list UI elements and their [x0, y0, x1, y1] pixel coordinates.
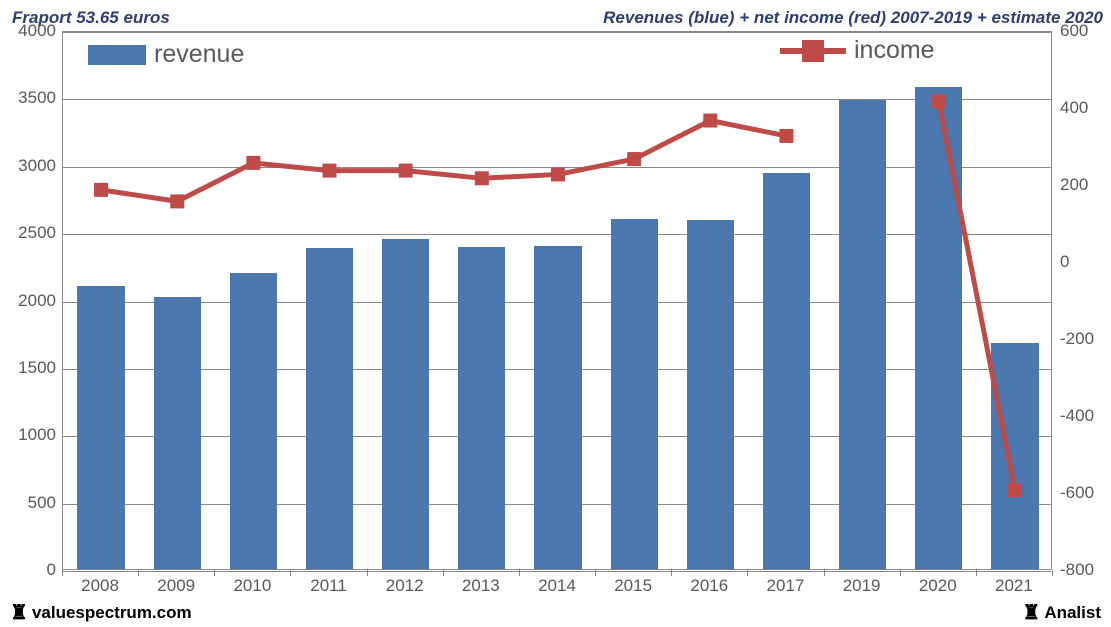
x-tick-label: 2017 — [767, 576, 805, 596]
footer: ♜ valuespectrum.com ♜ Analist — [0, 600, 1111, 627]
rook-icon: ♜ — [10, 600, 28, 625]
footer-right: ♜ Analist — [1022, 600, 1101, 625]
x-tick — [900, 570, 901, 576]
x-tick — [62, 570, 63, 576]
y-right-tick-label: -600 — [1060, 483, 1094, 503]
y-right-tick-label: 400 — [1060, 98, 1088, 118]
income-line-path — [101, 101, 1015, 490]
x-tick — [290, 570, 291, 576]
x-tick — [367, 570, 368, 576]
x-tick-label: 2011 — [310, 576, 347, 596]
x-tick-label: 2008 — [81, 576, 119, 596]
x-tick-label: 2014 — [538, 576, 576, 596]
plot-area — [62, 31, 1052, 570]
header-right: Revenues (blue) + net income (red) 2007-… — [603, 8, 1103, 28]
chart-container: Fraport 53.65 euros Revenues (blue) + ne… — [0, 0, 1111, 627]
y-right-tick-label: -800 — [1060, 560, 1094, 580]
x-tick-label: 2013 — [462, 576, 500, 596]
x-tick-label: 2010 — [233, 576, 271, 596]
x-tick — [824, 570, 825, 576]
legend-revenue: revenue — [88, 40, 244, 69]
x-tick — [1052, 570, 1053, 576]
income-marker — [246, 156, 260, 170]
x-tick-label: 2019 — [843, 576, 881, 596]
x-tick-label: 2015 — [614, 576, 652, 596]
income-marker — [94, 183, 108, 197]
x-tick — [976, 570, 977, 576]
x-tick — [138, 570, 139, 576]
x-tick — [595, 570, 596, 576]
y-right-tick-label: 600 — [1060, 21, 1088, 41]
x-tick — [443, 570, 444, 576]
x-tick — [214, 570, 215, 576]
y-left-tick-label: 0 — [47, 560, 56, 580]
income-marker — [399, 164, 413, 178]
x-tick-label: 2016 — [690, 576, 728, 596]
income-line — [63, 32, 1051, 569]
x-tick-label: 2020 — [919, 576, 957, 596]
x-tick-label: 2009 — [157, 576, 195, 596]
y-left-tick-label: 2000 — [18, 291, 56, 311]
legend-income: income — [780, 36, 935, 65]
income-marker — [170, 194, 184, 208]
income-marker — [1008, 483, 1022, 497]
legend-revenue-swatch — [88, 45, 146, 65]
x-tick-label: 2021 — [995, 576, 1033, 596]
x-tick — [671, 570, 672, 576]
y-right-tick-label: 200 — [1060, 175, 1088, 195]
income-marker — [932, 94, 946, 108]
y-right-tick-label: -400 — [1060, 406, 1094, 426]
legend-income-swatch — [780, 40, 846, 62]
y-left-tick-label: 2500 — [18, 223, 56, 243]
income-marker — [323, 164, 337, 178]
footer-left: ♜ valuespectrum.com — [10, 600, 192, 625]
y-left-tick-label: 3500 — [18, 88, 56, 108]
x-tick — [519, 570, 520, 576]
legend-income-label: income — [854, 36, 935, 65]
income-marker — [779, 129, 793, 143]
y-left-tick-label: 3000 — [18, 156, 56, 176]
rook-icon: ♜ — [1022, 600, 1040, 625]
income-marker — [475, 171, 489, 185]
income-marker — [627, 152, 641, 166]
chart-header: Fraport 53.65 euros Revenues (blue) + ne… — [0, 0, 1111, 28]
y-left-tick-label: 1500 — [18, 358, 56, 378]
legend-revenue-label: revenue — [154, 40, 244, 69]
y-left-tick-label: 1000 — [18, 425, 56, 445]
x-tick — [747, 570, 748, 576]
income-marker — [703, 114, 717, 128]
gridline — [63, 571, 1051, 572]
y-left-tick-label: 4000 — [18, 21, 56, 41]
y-left-tick-label: 500 — [28, 493, 56, 513]
footer-left-text: valuespectrum.com — [32, 603, 192, 623]
y-right-tick-label: 0 — [1060, 252, 1069, 272]
income-marker — [551, 167, 565, 181]
y-right-tick-label: -200 — [1060, 329, 1094, 349]
x-tick-label: 2012 — [386, 576, 424, 596]
footer-right-text: Analist — [1044, 603, 1101, 623]
